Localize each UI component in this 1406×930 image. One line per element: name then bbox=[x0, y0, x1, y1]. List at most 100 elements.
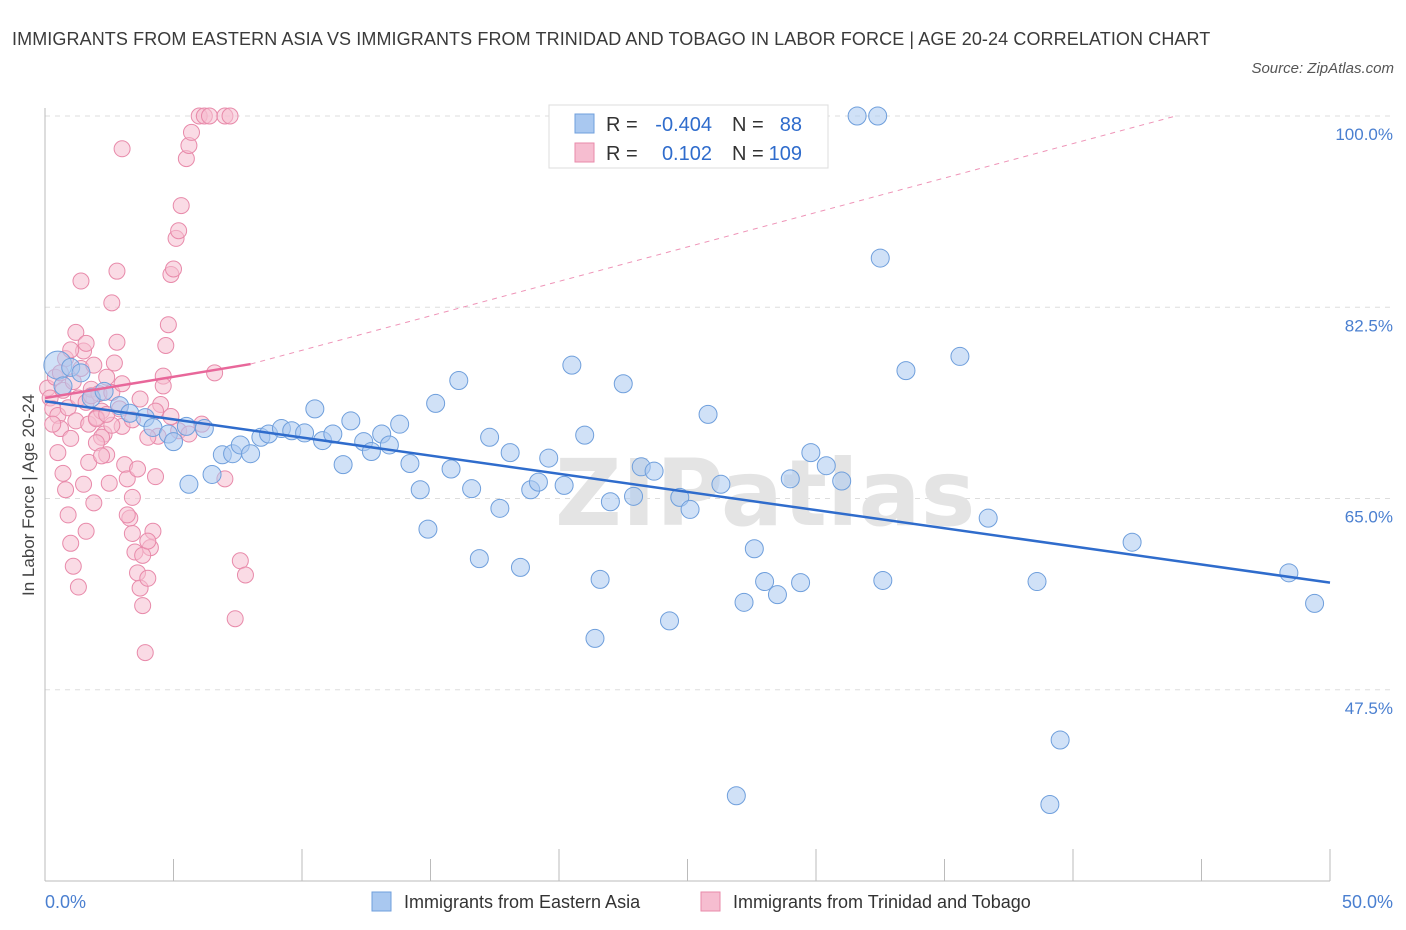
data-point-eastern-asia bbox=[390, 414, 410, 434]
data-point-eastern-asia bbox=[562, 355, 582, 375]
legend-label-eastern-asia: Immigrants from Eastern Asia bbox=[404, 892, 641, 912]
data-point-trinidad bbox=[108, 262, 126, 280]
data-point-trinidad bbox=[49, 444, 67, 462]
data-point-trinidad bbox=[44, 415, 62, 433]
data-point-eastern-asia bbox=[480, 427, 500, 447]
data-point-trinidad bbox=[172, 197, 190, 215]
stats-r-label-1: R = bbox=[606, 114, 638, 136]
x-tick-labels: 0.0% 50.0% bbox=[45, 892, 1393, 912]
data-point-trinidad bbox=[236, 566, 254, 584]
data-point-trinidad bbox=[147, 468, 165, 486]
data-point-trinidad bbox=[231, 552, 249, 570]
data-point-eastern-asia bbox=[1279, 563, 1299, 583]
data-point-trinidad bbox=[226, 610, 244, 628]
data-point-trinidad bbox=[59, 506, 77, 524]
data-point-trinidad bbox=[170, 222, 188, 240]
y-tick-label: 82.5% bbox=[1345, 316, 1393, 335]
data-point-eastern-asia bbox=[410, 480, 430, 500]
data-point-trinidad bbox=[103, 294, 121, 312]
data-point-eastern-asia bbox=[868, 106, 888, 126]
data-point-trinidad bbox=[123, 488, 141, 506]
stats-n-value-1: 88 bbox=[780, 114, 802, 136]
chart-title: IMMIGRANTS FROM EASTERN ASIA VS IMMIGRAN… bbox=[12, 29, 1211, 49]
data-point-eastern-asia bbox=[816, 456, 836, 476]
watermark: ZIPatlas bbox=[555, 440, 975, 547]
data-point-eastern-asia bbox=[870, 248, 890, 268]
data-point-eastern-asia bbox=[780, 469, 800, 489]
data-point-trinidad bbox=[62, 534, 80, 552]
data-point-eastern-asia bbox=[873, 570, 893, 590]
data-point-trinidad bbox=[159, 316, 177, 334]
data-point-eastern-asia bbox=[469, 549, 489, 569]
legend-swatch-trinidad bbox=[700, 891, 721, 912]
data-point-eastern-asia bbox=[585, 628, 605, 648]
data-point-trinidad bbox=[77, 334, 95, 352]
data-point-eastern-asia bbox=[575, 425, 595, 445]
data-point-eastern-asia bbox=[1050, 730, 1070, 750]
stats-n-label-1: N = bbox=[732, 114, 764, 136]
stats-swatch-eastern-asia bbox=[574, 113, 595, 134]
data-point-eastern-asia bbox=[490, 498, 510, 518]
data-point-trinidad bbox=[100, 474, 118, 492]
data-point-eastern-asia bbox=[711, 474, 731, 494]
data-point-eastern-asia bbox=[600, 492, 620, 512]
data-point-eastern-asia bbox=[462, 479, 482, 499]
data-point-eastern-asia bbox=[528, 472, 548, 492]
data-point-trinidad bbox=[67, 323, 85, 341]
data-point-eastern-asia bbox=[241, 444, 261, 464]
axes bbox=[44, 108, 1331, 882]
data-point-trinidad bbox=[62, 429, 80, 447]
data-point-eastern-asia bbox=[441, 459, 461, 479]
data-point-eastern-asia bbox=[449, 370, 469, 390]
data-point-trinidad bbox=[118, 506, 136, 524]
data-point-trinidad bbox=[206, 364, 224, 382]
data-point-eastern-asia bbox=[164, 432, 183, 452]
data-point-eastern-asia bbox=[847, 106, 867, 126]
data-point-eastern-asia bbox=[755, 572, 775, 592]
data-point-trinidad bbox=[134, 597, 152, 615]
data-point-trinidad bbox=[139, 569, 157, 587]
y-tick-labels: 47.5% 65.0% 82.5% 100.0% bbox=[1335, 125, 1393, 718]
stats-box: R = -0.404 N = 88 R = 0.102 N = 109 bbox=[548, 104, 829, 169]
data-point-trinidad bbox=[77, 522, 95, 540]
data-point-eastern-asia bbox=[801, 443, 821, 463]
data-point-trinidad bbox=[139, 532, 157, 550]
data-point-trinidad bbox=[182, 123, 200, 141]
chart-source: Source: ZipAtlas.com bbox=[1251, 60, 1394, 77]
data-point-eastern-asia bbox=[426, 393, 446, 413]
x-tick-label-min: 0.0% bbox=[45, 892, 86, 912]
data-point-eastern-asia bbox=[726, 786, 746, 806]
x-tick-label-max: 50.0% bbox=[1342, 892, 1393, 912]
data-point-eastern-asia bbox=[305, 399, 325, 419]
stats-r-value-1: -0.404 bbox=[655, 114, 712, 136]
data-point-eastern-asia bbox=[202, 464, 222, 484]
data-point-eastern-asia bbox=[613, 374, 633, 394]
data-point-eastern-asia bbox=[510, 557, 530, 577]
data-point-eastern-asia bbox=[554, 475, 574, 495]
stats-n-label-2: N = bbox=[732, 143, 764, 165]
data-point-eastern-asia bbox=[400, 454, 420, 474]
data-point-trinidad bbox=[69, 578, 87, 596]
data-point-trinidad bbox=[134, 546, 152, 564]
data-point-trinidad bbox=[93, 447, 111, 465]
data-point-eastern-asia bbox=[71, 363, 91, 383]
data-point-eastern-asia bbox=[734, 592, 754, 612]
data-point-eastern-asia bbox=[950, 346, 970, 366]
data-point-trinidad bbox=[129, 460, 147, 478]
legend: Immigrants from Eastern Asia Immigrants … bbox=[371, 891, 1031, 912]
data-point-eastern-asia bbox=[1040, 795, 1060, 814]
data-point-eastern-asia bbox=[341, 411, 361, 431]
trend-line-trinidad bbox=[44, 362, 251, 400]
data-point-eastern-asia bbox=[539, 448, 559, 468]
stats-swatch-trinidad bbox=[574, 142, 595, 163]
data-point-eastern-asia bbox=[896, 361, 916, 381]
data-point-trinidad bbox=[162, 408, 180, 426]
data-point-eastern-asia bbox=[791, 573, 811, 593]
y-tick-label: 65.0% bbox=[1345, 508, 1393, 527]
trend-lines bbox=[44, 115, 1331, 584]
data-point-trinidad bbox=[165, 260, 182, 278]
data-point-eastern-asia bbox=[767, 585, 787, 605]
data-point-eastern-asia bbox=[832, 471, 852, 491]
y-tick-label: 47.5% bbox=[1345, 699, 1393, 718]
data-point-eastern-asia bbox=[680, 499, 700, 519]
